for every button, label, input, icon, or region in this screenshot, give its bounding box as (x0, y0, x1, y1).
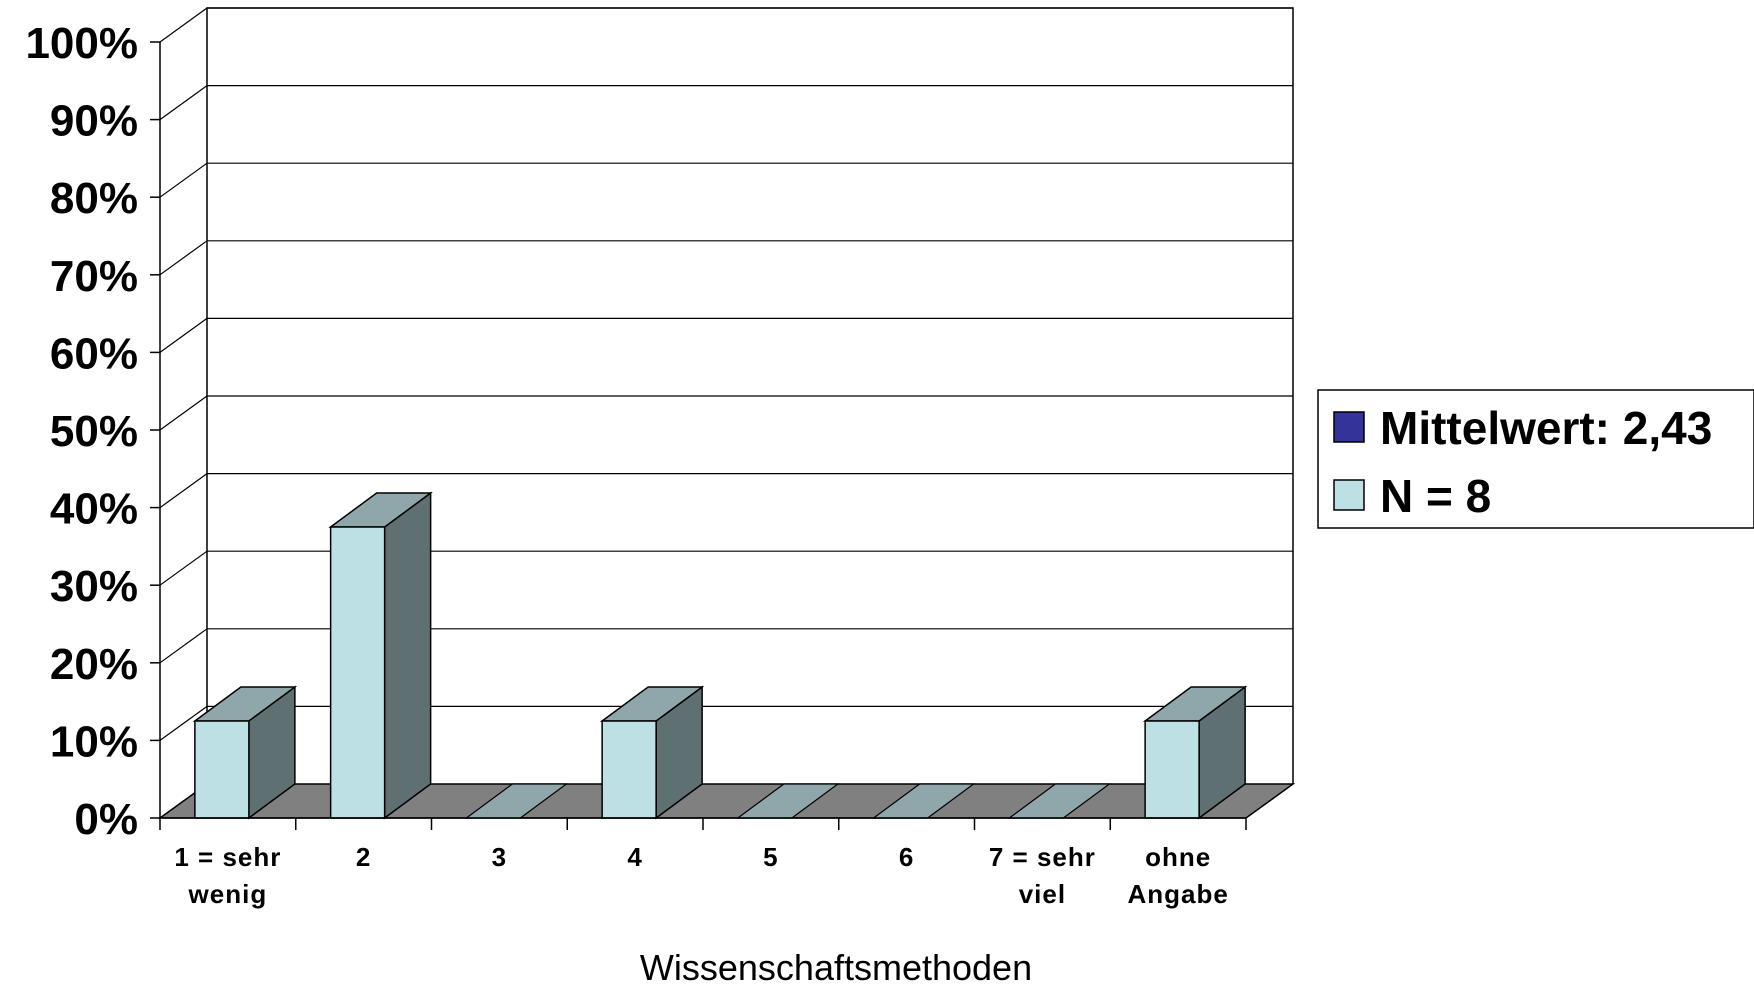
side-gridline (159, 473, 208, 509)
legend-box (1317, 389, 1754, 529)
bar-front (1144, 720, 1200, 819)
side-gridline (159, 162, 208, 198)
y-tick-label: 70% (50, 252, 138, 301)
x-tick-label: viel (1019, 879, 1066, 909)
legend-swatch (1333, 479, 1365, 511)
y-tick-label: 10% (50, 717, 138, 766)
y-tick-label: 60% (50, 329, 138, 378)
bar-front (601, 720, 657, 819)
bars-group (192, 491, 1248, 820)
side-gridline (159, 705, 208, 741)
x-axis: 1 = sehr wenig 2 3 4 5 6 7 = sehr viel ohne Angabe (159, 817, 1247, 909)
y-axis: 0% 10% 20% 30% 40% 50% 60% 70% 80% 90% 100% (25, 19, 160, 844)
legend-label: N = 8 (1380, 470, 1491, 522)
side-gridline (159, 240, 208, 276)
x-tick-label: Angabe (1127, 879, 1228, 909)
bar (192, 685, 298, 820)
bar-front (329, 526, 386, 819)
x-tick-label: wenig (188, 879, 268, 909)
x-tick-label: 4 (627, 842, 642, 872)
legend: Mittelwert: 2,43 N = 8 (1317, 389, 1754, 529)
x-tick-label: 1 = sehr (174, 842, 281, 872)
y-tick-label: 50% (50, 407, 138, 456)
x-tick-label: 5 (763, 842, 778, 872)
x-tick-label: 3 (492, 842, 507, 872)
y-tick-label: 0% (74, 795, 138, 844)
y-tick-label: 90% (50, 97, 138, 146)
side-gridline (159, 85, 208, 121)
legend-label: Mittelwert: 2,43 (1380, 402, 1712, 454)
bar (328, 491, 433, 820)
x-tick-label: 2 (356, 842, 371, 872)
side-gridline (159, 7, 208, 43)
x-axis-label: Wissenschaftsmethoden (640, 947, 1032, 986)
bar (599, 685, 705, 820)
side-gridline (159, 550, 208, 586)
legend-swatch (1333, 411, 1365, 443)
bar (1142, 685, 1248, 820)
side-gridline (159, 317, 208, 353)
x-tick-label: 7 = sehr (989, 842, 1096, 872)
y-tick-label: 40% (50, 485, 138, 534)
y-tick-label: 20% (50, 640, 138, 689)
y-tick-label: 30% (50, 562, 138, 611)
side-gridline (159, 395, 208, 431)
y-tick-label: 100% (25, 19, 138, 68)
x-tick-label: ohne (1145, 842, 1211, 872)
side-gridline (159, 628, 208, 664)
bar-side (383, 491, 432, 820)
bar-front (194, 720, 250, 819)
x-tick-label: 6 (899, 842, 914, 872)
y-tick-label: 80% (50, 174, 138, 223)
